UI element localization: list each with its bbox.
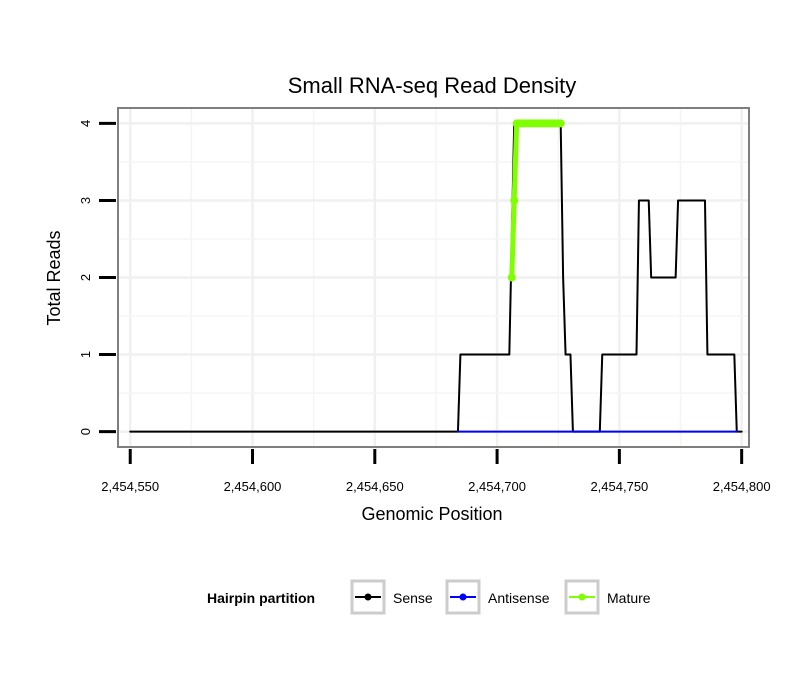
antisense-legend-label: Antisense [488,590,550,606]
sense-legend-label: Sense [393,590,433,606]
y-tick-label: 2 [78,274,93,281]
legend-items: Sense Antisense Mature [350,579,651,615]
plot-panel [117,107,750,448]
series-layer [129,119,743,433]
y-tick-label: 0 [78,428,93,435]
legend-title: Hairpin partition [207,590,315,606]
legend: Hairpin partition Sense Antisense Mature [207,579,651,615]
y-tick-label: 4 [78,120,93,127]
x-tick-label: 2,454,550 [101,479,159,494]
x-axis-title: Genomic Position [361,504,502,524]
x-tick-label: 2,454,600 [224,479,282,494]
x-tick-label: 2,454,750 [590,479,648,494]
mature-point [510,196,519,205]
antisense-legend-point [459,593,467,601]
x-tick-label: 2,454,650 [346,479,404,494]
y-tick-label: 3 [78,197,93,204]
mature-point [507,273,516,282]
plot-border [117,107,750,448]
chart-title: Small RNA-seq Read Density [288,73,577,98]
x-tick-label: 2,454,700 [468,479,526,494]
sense-legend-point [364,593,372,601]
y-axis: 0 1 2 3 4 [78,120,116,435]
mature-legend-point [578,593,586,601]
mature-legend-label: Mature [607,590,651,606]
y-tick-label: 1 [78,351,93,358]
x-axis: 2,454,550 2,454,600 2,454,650 2,454,700 2,45… [101,449,771,494]
mature-point [556,119,565,128]
x-tick-label: 2,454,800 [713,479,771,494]
y-axis-title: Total Reads [44,230,64,325]
